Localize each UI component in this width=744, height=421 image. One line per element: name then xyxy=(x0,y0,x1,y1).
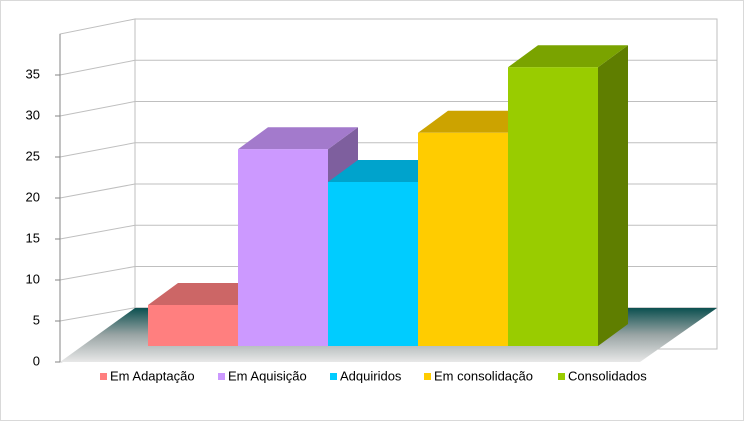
y-tick-label: 10 xyxy=(26,271,40,286)
legend-label: Em consolidação xyxy=(434,368,533,383)
grid-line xyxy=(59,183,136,199)
y-tick-label: 30 xyxy=(26,107,40,122)
y-tick-label: 5 xyxy=(33,312,40,327)
bar xyxy=(238,149,328,346)
bar-top xyxy=(508,45,628,68)
legend-label: Em Adaptação xyxy=(110,368,195,383)
grid-line xyxy=(59,266,136,281)
bar xyxy=(148,305,238,346)
y-tick-label: 20 xyxy=(26,189,40,204)
legend: Em Adaptação Em Aquisição Adquiridos Em con… xyxy=(100,368,647,383)
legend-swatch xyxy=(558,373,565,380)
grid-line xyxy=(59,101,136,117)
bar-side xyxy=(598,45,628,346)
legend-label: Consolidados xyxy=(568,368,647,383)
grid-line xyxy=(59,142,136,158)
grid-line xyxy=(59,59,136,76)
y-tick-label: 0 xyxy=(33,353,40,368)
legend-swatch xyxy=(424,373,431,380)
bar xyxy=(508,67,598,346)
legend-label: Em Aquisição xyxy=(228,368,307,383)
y-tick-label: 15 xyxy=(26,230,40,245)
y-tick-label: 25 xyxy=(26,148,40,163)
bar xyxy=(328,182,418,346)
legend-swatch xyxy=(100,373,107,380)
bar-top xyxy=(238,127,358,150)
grid-line xyxy=(59,224,136,240)
legend-label: Adquiridos xyxy=(340,368,402,383)
bar xyxy=(418,132,508,346)
legend-swatch xyxy=(218,373,225,380)
y-tick-label: 35 xyxy=(26,66,40,81)
bars xyxy=(148,45,628,346)
grid-line xyxy=(59,307,136,322)
legend-swatch xyxy=(330,373,337,380)
